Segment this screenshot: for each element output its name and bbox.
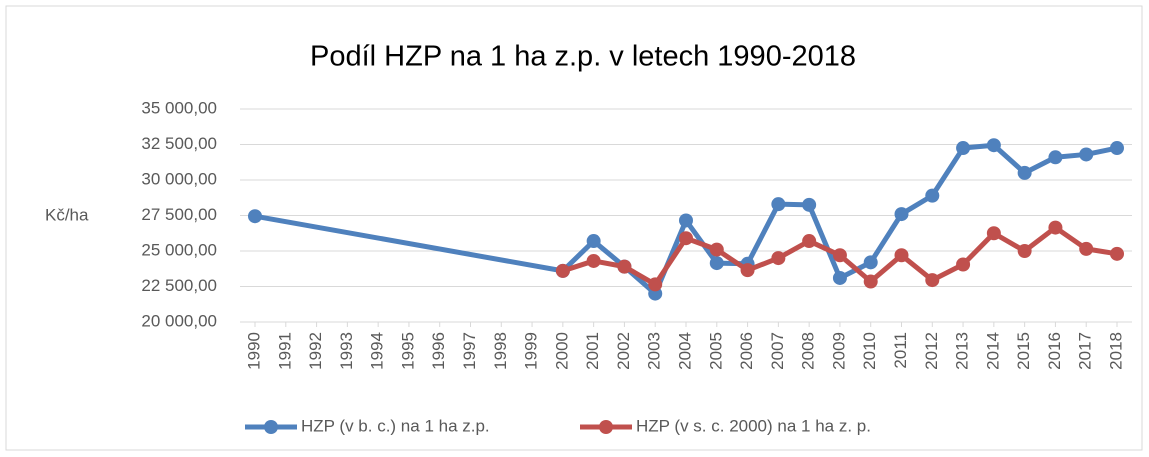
x-tick-label: 2003 [645,332,664,370]
data-point [740,263,755,278]
data-point [956,257,971,272]
data-point [771,251,786,266]
x-tick-label: 1992 [306,332,325,370]
data-point [894,207,909,222]
x-tick-label: 1995 [398,332,417,370]
data-point [1110,246,1124,261]
x-tick-label: 2014 [983,332,1002,370]
legend-label: HZP (v s. c. 2000) na 1 ha z. p. [636,416,871,435]
x-tick-label: 2013 [953,332,972,370]
data-point [802,234,817,249]
data-point [586,253,601,268]
data-point [1017,165,1032,180]
y-tick-label: 30 000,00 [141,169,217,188]
data-point [771,197,786,212]
x-tick-label: 2000 [552,332,571,370]
data-point [1079,241,1094,256]
x-tick-label: 1993 [337,332,356,370]
chart-title: Podíl HZP na 1 ha z.p. v letech 1990-201… [310,41,856,73]
x-tick-label: 1994 [368,332,387,370]
data-point [1048,150,1063,165]
data-point [1017,244,1032,258]
data-point [248,209,262,224]
x-tick-label: 2002 [614,332,633,370]
x-tick-label: 2004 [675,332,694,370]
data-point [925,188,940,203]
y-tick-label: 32 500,00 [141,134,217,153]
x-tick-label: 1996 [429,332,448,370]
y-axis-label: Kč/ha [45,205,89,224]
data-point [1110,141,1124,156]
x-tick-label: 2010 [860,332,879,370]
legend-label: HZP (v b. c.) na 1 ha z.p. [301,416,490,435]
x-tick-label: 1997 [460,332,479,370]
data-point [709,242,724,257]
legend-marker [264,420,278,434]
data-point [802,197,817,212]
y-tick-label: 25 000,00 [141,240,217,259]
data-point [679,213,693,228]
x-tick-label: 1991 [275,332,294,370]
x-tick-label: 2008 [799,332,818,370]
chart-border [5,5,1143,451]
data-point [832,248,847,263]
data-point [617,259,632,274]
x-tick-label: 2012 [922,332,941,370]
data-point [863,255,878,270]
data-point [894,248,909,263]
data-point [956,141,971,156]
y-tick-label: 27 500,00 [141,205,217,224]
y-tick-label: 20 000,00 [141,311,217,330]
x-tick-label: 2006 [737,332,756,370]
data-point [709,256,724,271]
x-tick-label: 1999 [522,332,541,370]
y-tick-label: 35 000,00 [141,98,217,117]
data-point [986,138,1001,153]
data-point [925,273,940,288]
x-tick-label: 2017 [1076,332,1095,370]
x-tick-label: 2007 [768,332,787,370]
data-point [863,274,878,289]
x-tick-label: 1990 [244,332,263,370]
data-point [986,226,1001,241]
data-point [555,263,570,278]
x-tick-label: 2018 [1106,332,1125,370]
x-tick-label: 1998 [491,332,510,370]
x-tick-label: 2016 [1045,332,1064,370]
x-tick-label: 2011 [891,332,910,369]
data-point [586,234,601,249]
data-point [648,277,663,292]
data-point [1079,147,1094,162]
x-tick-label: 2005 [706,332,725,370]
data-point [1048,220,1063,235]
legend-marker [599,420,613,434]
x-tick-label: 2015 [1014,332,1033,370]
data-point [679,231,693,246]
data-point [832,270,847,285]
x-tick-label: 2009 [829,332,848,370]
x-tick-label: 2001 [583,332,602,370]
y-tick-label: 22 500,00 [141,276,217,295]
